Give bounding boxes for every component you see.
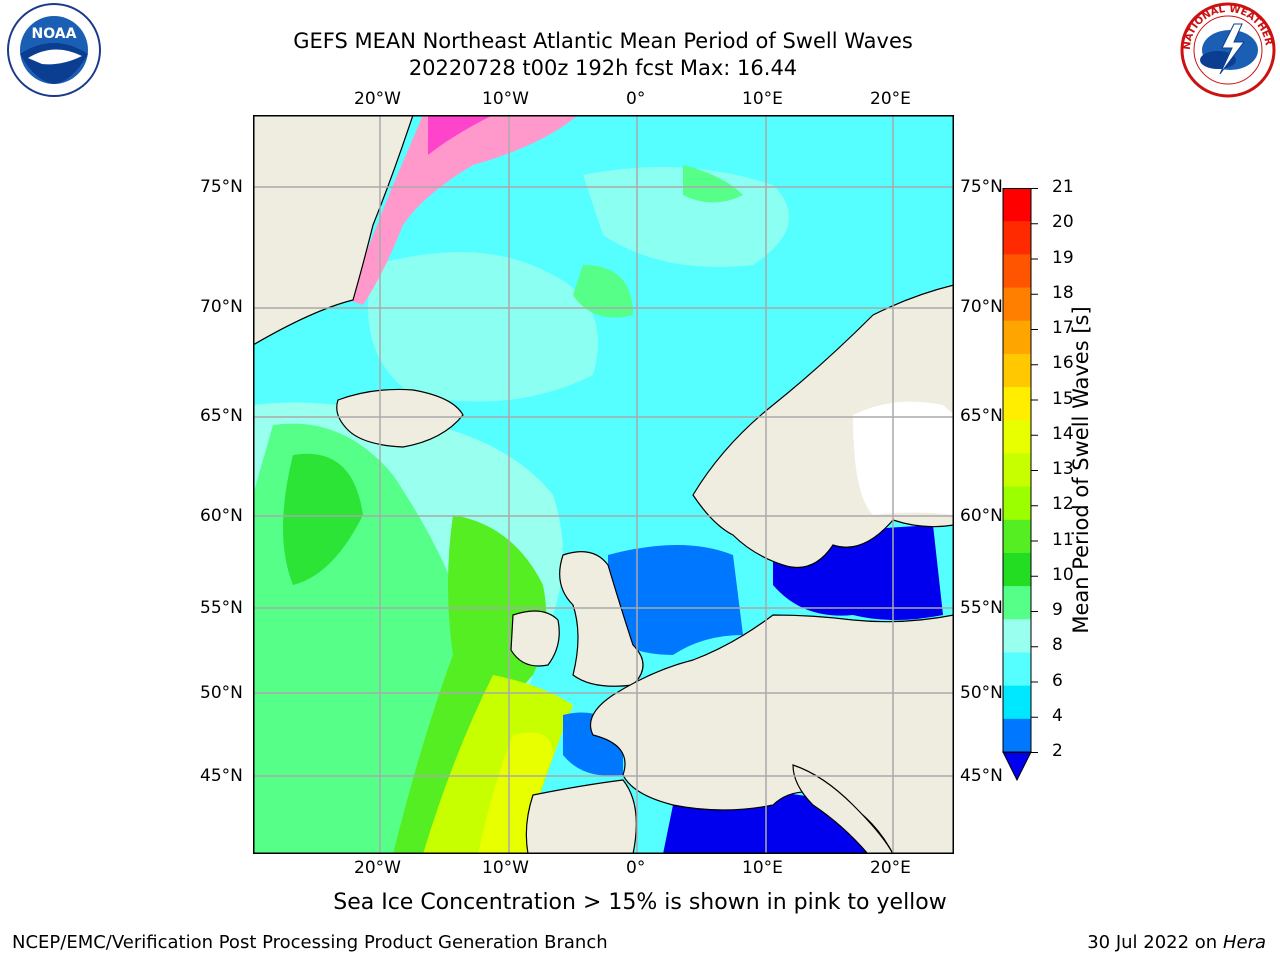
colorbar-label: Mean Period of Swell Waves [s] <box>1069 306 1093 634</box>
lon-tick-bottom: 20°E <box>870 858 911 878</box>
colorbar-tick: 15 <box>1052 388 1074 409</box>
lon-tick-top: 20°W <box>354 89 401 109</box>
colorbar-band <box>1003 718 1031 753</box>
colorbar-tick: 12 <box>1052 494 1074 515</box>
lon-tick-top: 20°E <box>870 89 911 109</box>
lat-tick-left: 60°N <box>200 506 243 526</box>
colorbar-band <box>1003 519 1031 554</box>
colorbar-svg <box>1002 188 1038 782</box>
lat-tick-left: 65°N <box>200 406 243 426</box>
swell-zone-14-15 <box>478 732 553 854</box>
colorbar-tick: 13 <box>1052 459 1074 479</box>
land-iberia <box>525 779 637 855</box>
colorbar-tick: 8 <box>1052 635 1063 656</box>
colorbar <box>1000 188 1040 782</box>
colorbar-band <box>1003 486 1031 521</box>
colorbar-band <box>1003 552 1031 587</box>
colorbar-band <box>1003 652 1031 687</box>
lat-tick-right: 70°N <box>960 297 1003 317</box>
colorbar-tick: 16 <box>1052 353 1074 374</box>
colorbar-tick: 19 <box>1052 247 1074 268</box>
colorbar-band <box>1003 287 1031 322</box>
footer-date: 30 Jul 2022 on <box>1087 932 1223 953</box>
swell-patch <box>368 252 598 402</box>
lat-tick-right: 65°N <box>960 406 1003 426</box>
colorbar-tick: 14 <box>1052 423 1074 444</box>
colorbar-extension <box>1002 751 1032 782</box>
lon-tick-bottom: 20°W <box>354 858 401 878</box>
colorbar-band <box>1003 221 1031 255</box>
swell-patch <box>683 165 743 203</box>
lat-tick-left: 45°N <box>200 766 243 786</box>
colorbar-band <box>1003 387 1031 421</box>
title-line-2: 20220728 t00z 192h fcst Max: 16.44 <box>408 56 798 80</box>
colorbar-band <box>1003 420 1031 454</box>
lat-tick-right: 60°N <box>960 506 1003 526</box>
lat-tick-left: 75°N <box>200 177 243 197</box>
footer-left: NCEP/EMC/Verification Post Processing Pr… <box>12 932 608 953</box>
north-sea-zone <box>608 545 743 655</box>
title-line-1: GEFS MEAN Northeast Atlantic Mean Period… <box>293 29 913 53</box>
lat-tick-left: 50°N <box>200 683 243 703</box>
colorbar-tick: 18 <box>1052 282 1074 303</box>
swell-zone-11-12 <box>393 515 547 854</box>
colorbar-tick: 10 <box>1052 564 1074 585</box>
colorbar-band <box>1003 685 1031 720</box>
colorbar-tick: 6 <box>1052 670 1063 691</box>
lon-tick-bottom: 10°E <box>742 858 783 878</box>
footer-right: 30 Jul 2022 on Hera <box>1087 932 1266 953</box>
noaa-logo-text: NOAA <box>32 26 77 42</box>
lon-tick-bottom: 0° <box>626 858 646 878</box>
colorbar-band <box>1003 453 1031 488</box>
colorbar-tick: 17 <box>1052 318 1074 338</box>
colorbar-tick: 9 <box>1052 600 1063 620</box>
sea-ice-note: Sea Ice Concentration > 15% is shown in … <box>333 890 947 915</box>
colorbar-band <box>1003 188 1031 222</box>
colorbar-band <box>1003 586 1031 620</box>
colorbar-band <box>1003 320 1031 355</box>
sea-ice <box>348 115 578 305</box>
lat-tick-right: 55°N <box>960 598 1003 618</box>
lon-tick-top: 10°W <box>482 89 529 109</box>
colorbar-band <box>1003 254 1031 289</box>
lat-tick-right: 75°N <box>960 177 1003 197</box>
land-greenland <box>252 114 414 347</box>
colorbar-tick: 21 <box>1052 177 1074 197</box>
swell-zone-12-14 <box>423 675 573 854</box>
map-frame <box>253 115 954 854</box>
colorbar-tick: 11 <box>1052 529 1074 550</box>
swell-zone-10-11 <box>283 453 363 585</box>
lon-tick-bottom: 10°W <box>482 858 529 878</box>
colorbar-band <box>1003 353 1031 388</box>
lon-tick-top: 10°E <box>742 89 783 109</box>
lat-tick-left: 55°N <box>200 598 243 618</box>
lat-tick-right: 45°N <box>960 766 1003 786</box>
land-ireland <box>510 610 560 667</box>
colorbar-tick: 2 <box>1052 741 1063 761</box>
graticule <box>253 115 954 854</box>
land-iceland <box>336 388 464 448</box>
colorbar-tick: 20 <box>1052 212 1074 233</box>
lat-tick-right: 50°N <box>960 683 1003 703</box>
lon-tick-top: 0° <box>626 89 646 109</box>
lat-tick-left: 70°N <box>200 297 243 317</box>
sea-ice <box>428 115 493 155</box>
swell-patch <box>573 265 633 318</box>
colorbar-band <box>1003 619 1031 653</box>
nws-logo: NATIONAL WEATHER SERVICE <box>1174 0 1278 98</box>
map-panel <box>252 114 955 855</box>
map-svg <box>252 114 955 855</box>
footer-host: Hera <box>1222 932 1266 953</box>
noaa-logo: NOAA <box>2 2 106 98</box>
gulf-of-bothnia <box>853 401 954 515</box>
colorbar-tick: 4 <box>1052 705 1063 726</box>
